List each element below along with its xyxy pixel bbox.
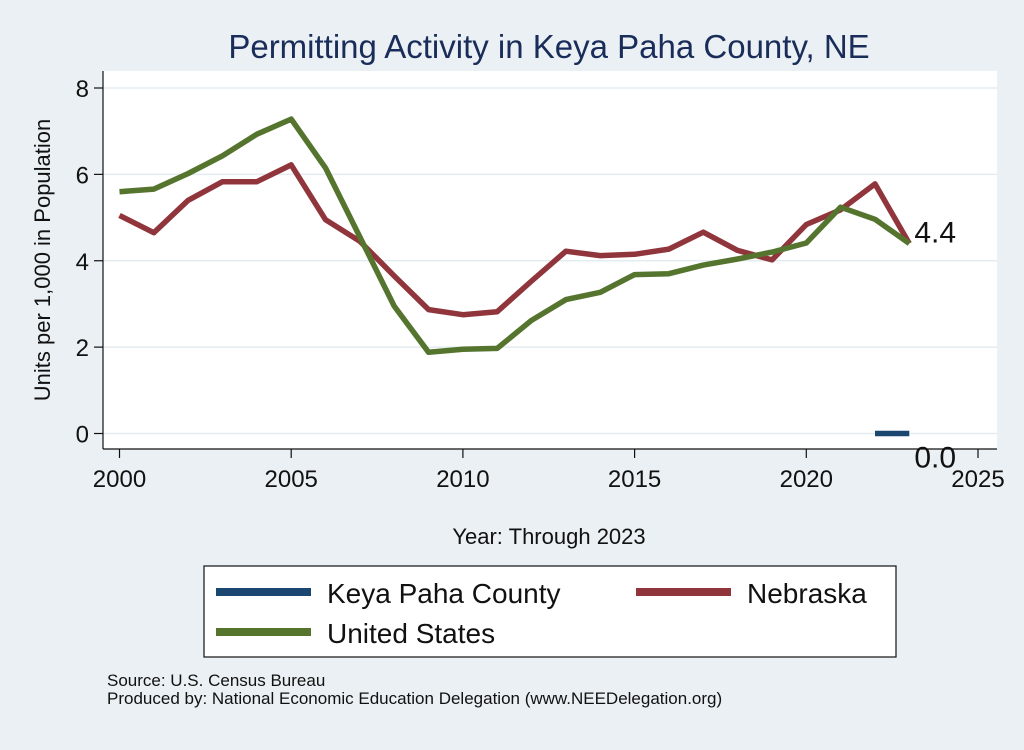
x-tick-label: 2020 bbox=[780, 466, 833, 493]
x-tick-label: 2015 bbox=[608, 466, 661, 493]
legend: Keya Paha County Nebraska United States bbox=[203, 565, 897, 658]
source-line: Source: U.S. Census Bureau bbox=[107, 671, 326, 690]
series-lines bbox=[118, 116, 912, 437]
x-axis-title: Year: Through 2023 bbox=[452, 524, 645, 549]
x-tick-label: 2000 bbox=[93, 466, 146, 493]
y-tick-label: 0 bbox=[76, 422, 89, 449]
x-tick-label: 2005 bbox=[265, 466, 318, 493]
y-tick-label: 8 bbox=[76, 76, 89, 103]
legend-label: Nebraska bbox=[747, 578, 867, 609]
chart-title: Permitting Activity in Keya Paha County,… bbox=[228, 28, 869, 65]
gridlines bbox=[103, 87, 997, 435]
legend-box bbox=[203, 565, 897, 658]
x-tick-label: 2025 bbox=[951, 466, 1004, 493]
y-axis-title: Units per 1,000 in Population bbox=[30, 119, 55, 402]
axes: 0 2 4 6 8 2000 2005 2010 2015 2020 2025 bbox=[76, 71, 1005, 493]
series-end-label: 0.0 bbox=[914, 442, 956, 475]
end-labels: 0.0 4.4 bbox=[914, 216, 956, 474]
legend-label: Keya Paha County bbox=[327, 578, 561, 609]
y-tick-label: 4 bbox=[76, 249, 89, 276]
x-tick-label: 2010 bbox=[436, 466, 489, 493]
producer-line: Produced by: National Economic Education… bbox=[107, 689, 723, 708]
y-tick-label: 6 bbox=[76, 162, 89, 189]
series-end-label: 4.4 bbox=[914, 216, 956, 249]
series-line bbox=[119, 116, 911, 356]
series-line bbox=[118, 162, 912, 318]
legend-label: United States bbox=[327, 618, 495, 649]
source-notes: Source: U.S. Census Bureau Produced by: … bbox=[107, 672, 722, 708]
y-tick-label: 2 bbox=[76, 335, 89, 362]
